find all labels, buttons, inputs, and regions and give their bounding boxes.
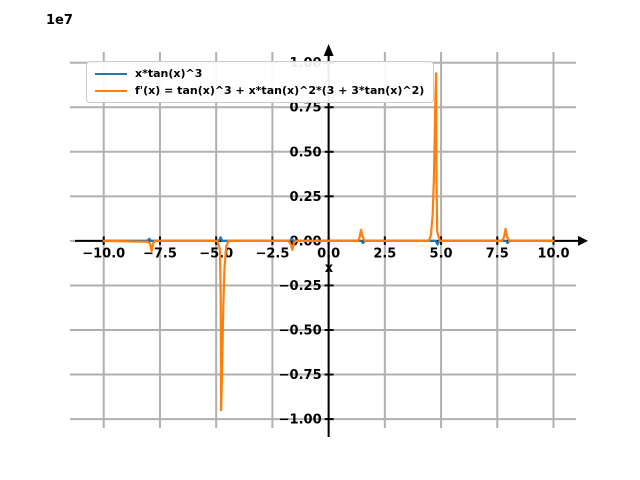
y-tick-label: 0.75 (290, 101, 322, 116)
legend-entry: x*tan(x)^3 (95, 67, 424, 80)
series-layer (102, 72, 555, 412)
y-axis-arrow-icon (323, 44, 334, 56)
y-tick-label: −0.75 (279, 368, 322, 383)
y-axis-offset-text: 1e7 (46, 13, 73, 28)
y-tick-label: −0.25 (279, 279, 322, 294)
x-tick-label: 2.5 (373, 246, 396, 261)
y-tick-label: 0.50 (290, 145, 322, 160)
y-tick-label: −0.50 (279, 323, 322, 338)
x-axis-arrow-icon (578, 235, 588, 246)
x-tick-label: 10.0 (537, 246, 569, 261)
legend: x*tan(x)^3 f'(x) = tan(x)^3 + x*tan(x)^2… (86, 61, 435, 103)
x-tick-label: 5.0 (430, 246, 453, 261)
x-tick-label: 7.5 (486, 246, 509, 261)
x-tick-label: −2.5 (255, 246, 289, 261)
series-line (102, 72, 555, 412)
x-axis-label: x (325, 261, 334, 276)
y-tick-label: 0.25 (290, 190, 322, 205)
legend-label: f'(x) = tan(x)^3 + x*tan(x)^2*(3 + 3*tan… (135, 84, 425, 97)
x-tick-label: −7.5 (143, 246, 177, 261)
legend-entry: f'(x) = tan(x)^3 + x*tan(x)^2*(3 + 3*tan… (95, 84, 424, 97)
x-tick-label: −5.0 (199, 246, 233, 261)
x-tick-label: −10.0 (82, 246, 125, 261)
y-tick-label: −1.00 (279, 413, 322, 428)
legend-line-swatch (95, 89, 127, 92)
x-tick-label: 0.0 (317, 246, 340, 261)
legend-line-swatch (95, 72, 127, 75)
legend-label: x*tan(x)^3 (135, 67, 203, 80)
